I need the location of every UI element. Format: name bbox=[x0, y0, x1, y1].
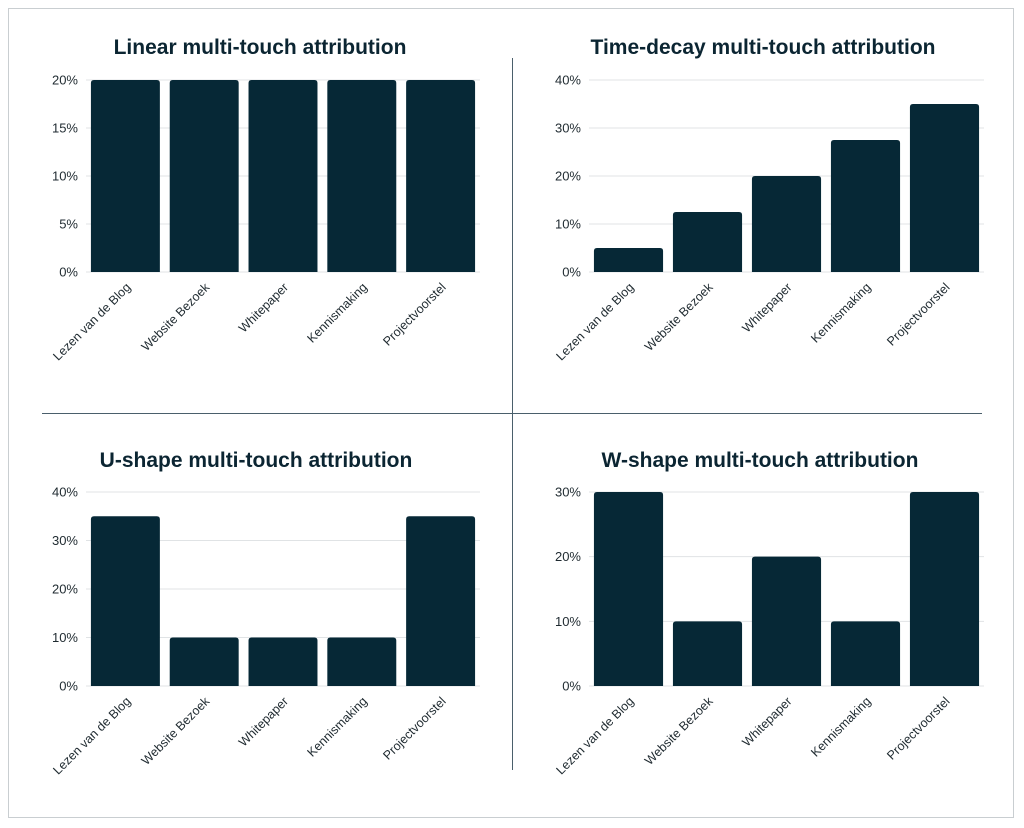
bar-4 bbox=[327, 637, 397, 686]
x-category-label: Website Bezoek bbox=[139, 280, 213, 354]
bar-3 bbox=[248, 637, 318, 686]
bar-2 bbox=[169, 637, 239, 686]
x-category-label: Kennismaking bbox=[808, 280, 873, 345]
bar-1 bbox=[90, 80, 160, 272]
horizontal-divider bbox=[42, 413, 982, 414]
chart-panel-3: U-shape multi-touch attribution 0% 10% 20% 3… bbox=[50, 449, 480, 777]
chart-title: Time-decay multi-touch attribution bbox=[591, 36, 936, 59]
x-category-label: Projectvoorstel bbox=[380, 694, 448, 762]
x-category-label: Kennismaking bbox=[305, 694, 370, 759]
x-category-label: Kennismaking bbox=[305, 280, 370, 345]
bar-3 bbox=[751, 556, 822, 686]
chart-panel-2: Time-decay multi-touch attribution 0% 10% 2… bbox=[553, 36, 984, 363]
chart-panel-1: Linear multi-touch attribution 0% 5% 10% 15%… bbox=[50, 36, 480, 363]
y-tick-label: 0% bbox=[59, 679, 78, 694]
x-category-label: Website Bezoek bbox=[642, 280, 716, 354]
y-tick-label: 20% bbox=[52, 73, 78, 88]
x-category-label: Lezen van de Blog bbox=[50, 280, 133, 363]
y-tick-label: 10% bbox=[52, 630, 78, 645]
bar-3 bbox=[248, 80, 318, 272]
y-tick-label: 40% bbox=[555, 73, 581, 88]
y-tick-label: 10% bbox=[555, 217, 581, 232]
chart-title: W-shape multi-touch attribution bbox=[602, 449, 919, 472]
x-category-label: Whitepaper bbox=[740, 280, 795, 335]
x-category-label: Kennismaking bbox=[808, 694, 873, 759]
x-category-label: Website Bezoek bbox=[642, 694, 716, 768]
y-tick-label: 0% bbox=[562, 265, 581, 280]
x-category-label: Lezen van de Blog bbox=[50, 694, 133, 777]
x-category-label: Projectvoorstel bbox=[884, 694, 952, 762]
y-tick-label: 30% bbox=[52, 533, 78, 548]
y-tick-label: 10% bbox=[555, 614, 581, 629]
bar-2 bbox=[672, 212, 743, 272]
bar-1 bbox=[90, 516, 160, 686]
y-tick-label: 5% bbox=[59, 217, 78, 232]
y-tick-label: 20% bbox=[555, 169, 581, 184]
bar-4 bbox=[830, 140, 901, 272]
y-tick-label: 0% bbox=[562, 679, 581, 694]
bar-1 bbox=[593, 248, 664, 272]
y-tick-label: 20% bbox=[52, 582, 78, 597]
chart-title: U-shape multi-touch attribution bbox=[100, 449, 413, 472]
bar-2 bbox=[169, 80, 239, 272]
y-tick-label: 40% bbox=[52, 485, 78, 500]
bar-5 bbox=[406, 516, 476, 686]
y-tick-label: 20% bbox=[555, 549, 581, 564]
vertical-divider bbox=[512, 58, 513, 770]
y-tick-label: 30% bbox=[555, 485, 581, 500]
x-category-label: Lezen van de Blog bbox=[553, 694, 636, 777]
y-tick-label: 15% bbox=[52, 121, 78, 136]
chart-panel-4: W-shape multi-touch attribution 0% 10% 20% 3… bbox=[553, 449, 984, 777]
bar-5 bbox=[909, 492, 980, 686]
bar-1 bbox=[593, 492, 664, 686]
bar-5 bbox=[909, 104, 980, 272]
y-tick-label: 30% bbox=[555, 121, 581, 136]
x-category-label: Whitepaper bbox=[236, 694, 291, 749]
bar-3 bbox=[751, 176, 822, 272]
x-category-label: Projectvoorstel bbox=[884, 280, 952, 348]
x-category-label: Whitepaper bbox=[740, 694, 795, 749]
x-category-label: Website Bezoek bbox=[139, 694, 213, 768]
y-tick-label: 10% bbox=[52, 169, 78, 184]
chart-title: Linear multi-touch attribution bbox=[114, 36, 407, 59]
y-tick-label: 0% bbox=[59, 265, 78, 280]
bar-5 bbox=[406, 80, 476, 272]
x-category-label: Lezen van de Blog bbox=[553, 280, 636, 363]
bar-4 bbox=[327, 80, 397, 272]
bar-4 bbox=[830, 621, 901, 686]
bar-2 bbox=[672, 621, 743, 686]
x-category-label: Whitepaper bbox=[236, 280, 291, 335]
x-category-label: Projectvoorstel bbox=[380, 280, 448, 348]
